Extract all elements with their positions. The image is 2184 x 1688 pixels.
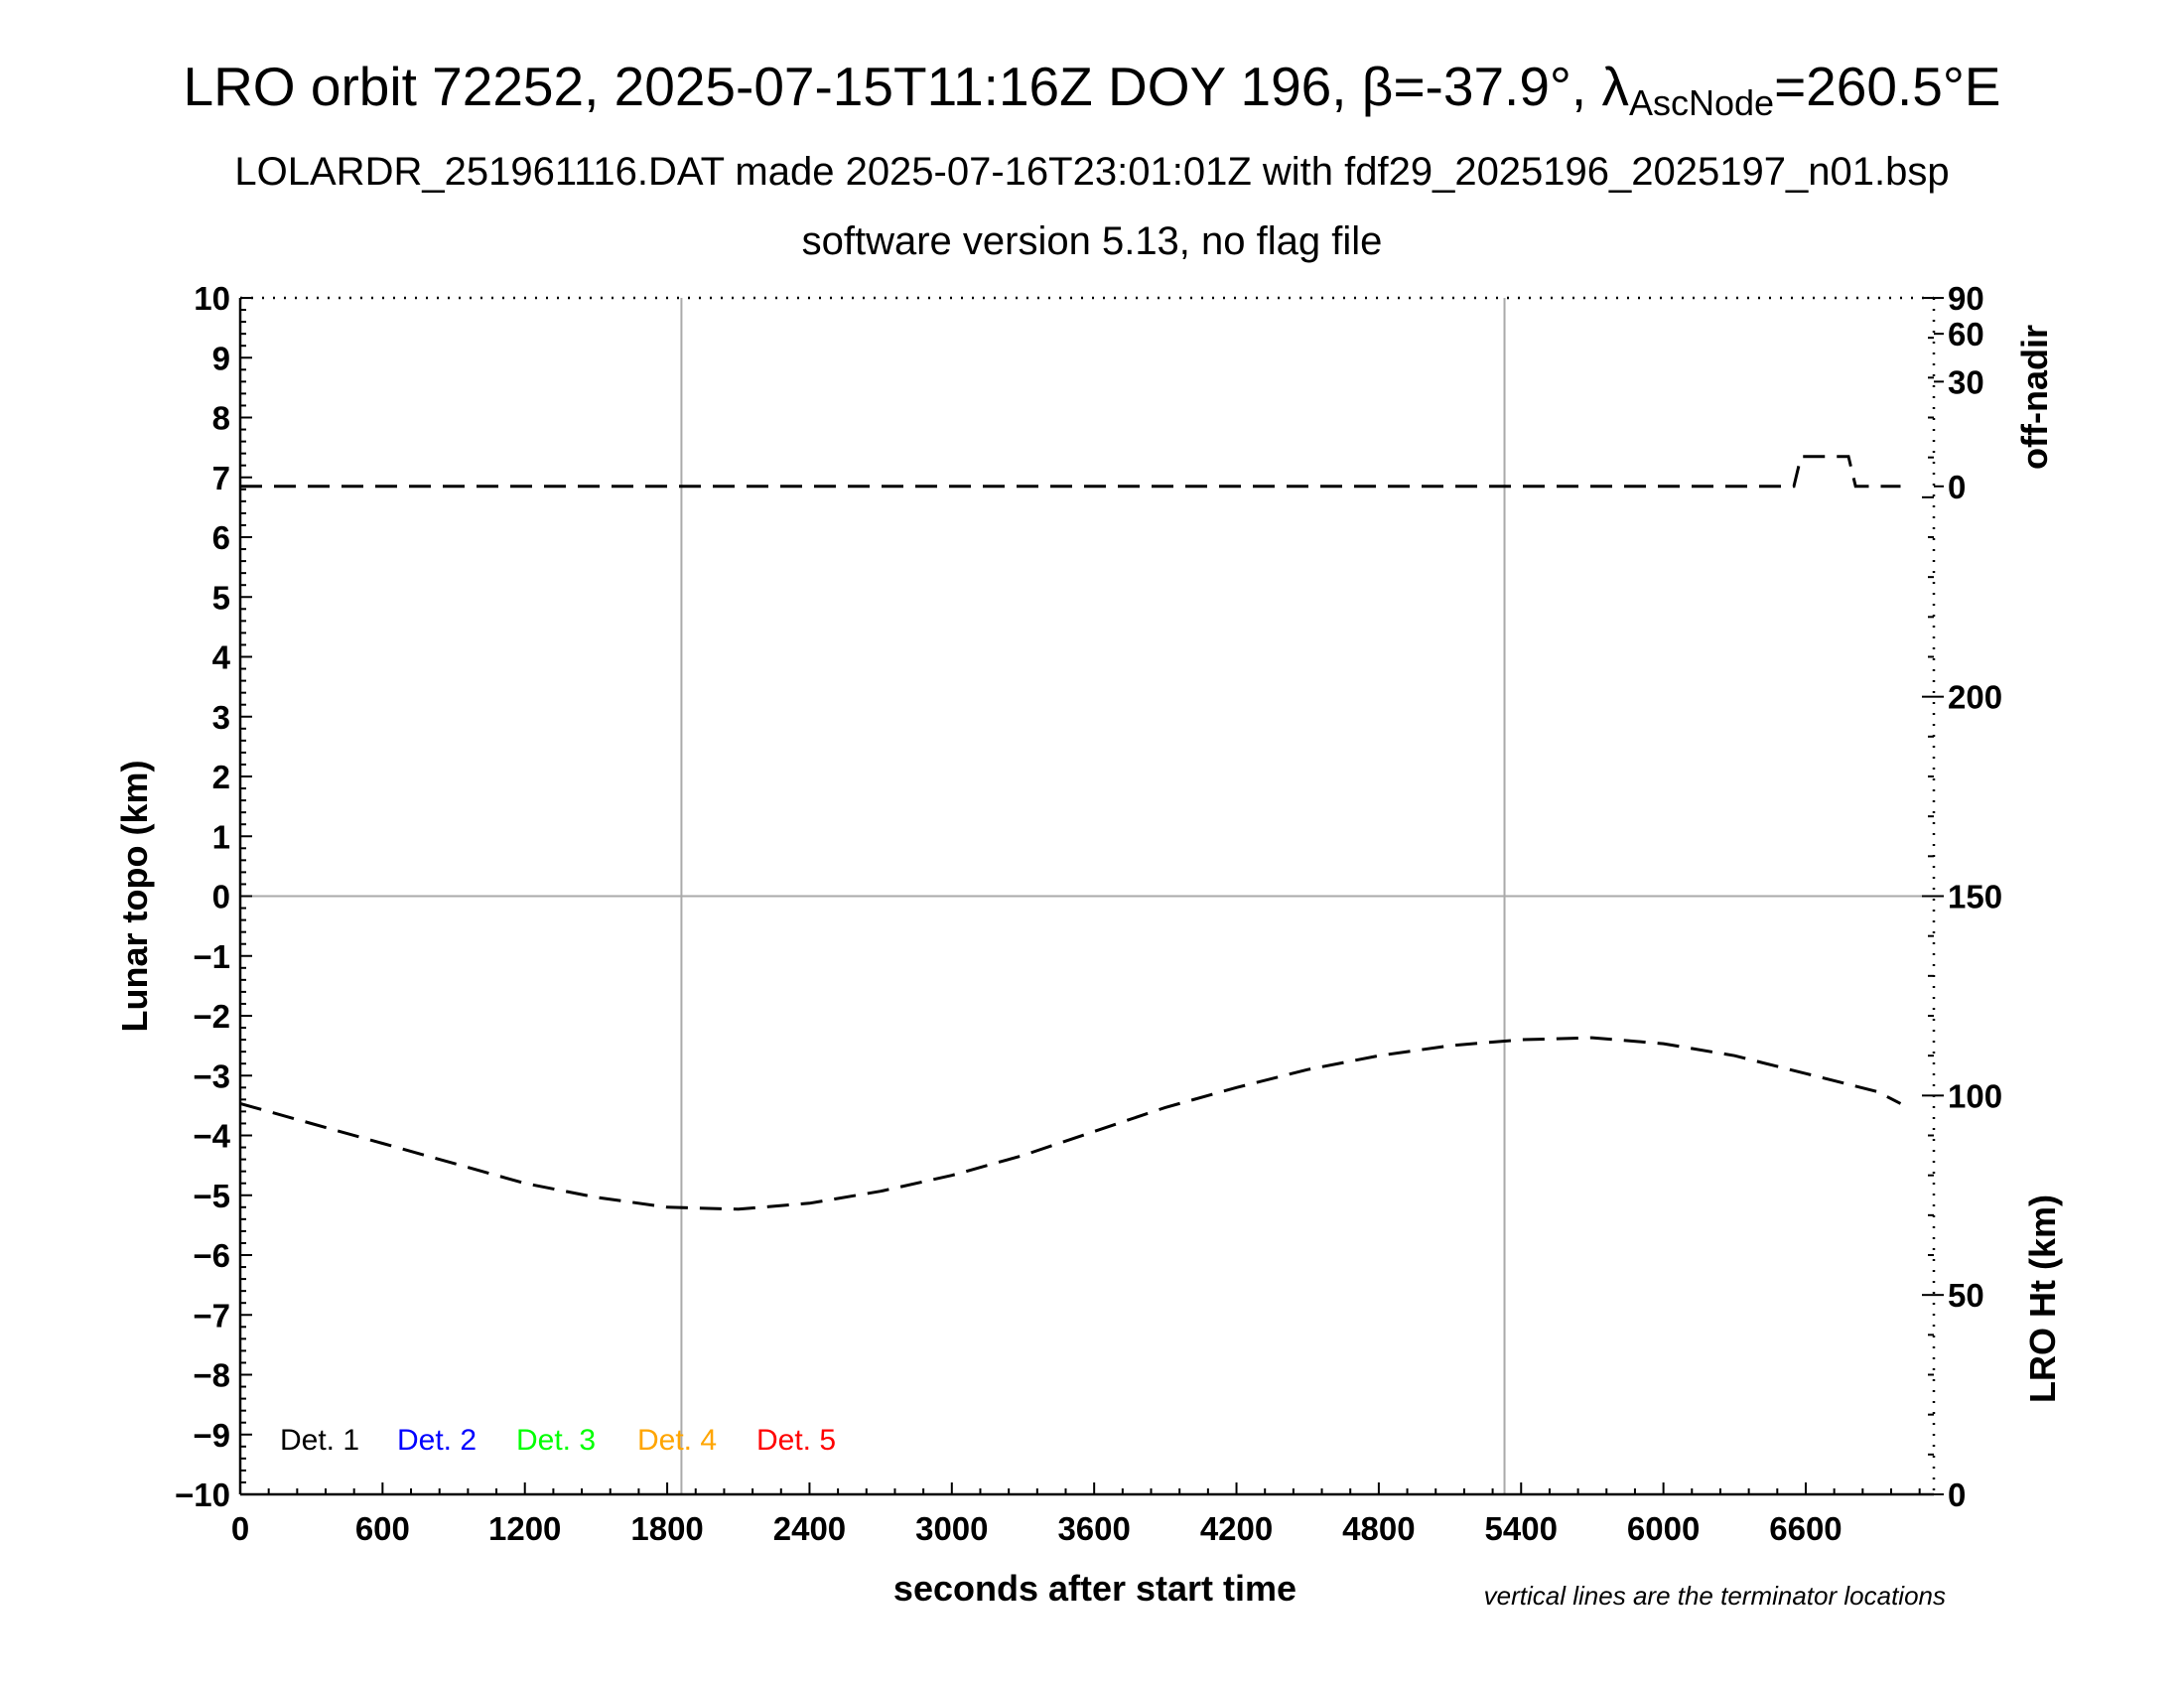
height-tick-label: 0 [1948,1477,1966,1513]
height-tick-label: 150 [1948,879,2002,915]
off-nadir-axis-label: off-nadir [2014,325,2055,470]
height-tick-label: 100 [1948,1077,2002,1114]
y-tick-label: −8 [193,1357,230,1394]
legend-item-det-3: Det. 3 [516,1424,596,1457]
chart-subtitle-file: LOLARDR_251961116.DAT made 2025-07-16T23… [234,150,1950,194]
height-tick-label: 50 [1948,1277,1984,1314]
y-tick-label: 6 [212,519,230,556]
y-tick-label: 9 [212,340,230,376]
x-axis-label: seconds after start time [893,1568,1297,1609]
legend-item-det-1: Det. 1 [280,1424,359,1457]
y-tick-label: 0 [212,879,230,915]
y-tick-label: −6 [193,1237,230,1274]
height-tick-label: 200 [1948,679,2002,716]
x-tick-label: 1200 [488,1510,561,1547]
x-tick-label: 4200 [1200,1510,1273,1547]
grid-layer [240,298,1934,1494]
x-tick-label: 3600 [1057,1510,1130,1547]
axes-frame [238,296,1944,1496]
y-tick-label: −7 [193,1297,230,1334]
off-nadir-tick-label: 60 [1948,316,1984,352]
x-tick-label: 4800 [1342,1510,1415,1547]
chart-subtitle-version: software version 5.13, no flag file [801,219,1383,263]
y-tick-label: −1 [193,938,230,975]
y-tick-label: 8 [212,400,230,437]
lro-height-series-line [239,1036,1902,1211]
y-tick-label: 4 [212,639,231,676]
x-tick-label: 1800 [630,1510,703,1547]
x-tick-label: 5400 [1485,1510,1558,1547]
chart-title: LRO orbit 72252, 2025-07-15T11:16Z DOY 1… [0,52,2184,138]
legend-item-det-5: Det. 5 [756,1424,836,1457]
y-tick-label: 10 [194,280,230,317]
legend-item-det-4: Det. 4 [637,1424,717,1457]
y-tick-label: −4 [193,1118,230,1155]
x-tick-label: 3000 [915,1510,988,1547]
title-end: =260.5°E [1774,56,2001,117]
title-main: LRO orbit 72252, 2025-07-15T11:16Z DOY 1… [183,56,1629,117]
height-axis-label: LRO Ht (km) [2022,1195,2063,1403]
data-layer [239,455,1902,1211]
x-tick-label: 600 [355,1510,410,1547]
y-tick-label: −9 [193,1417,230,1454]
x-tick-label: 0 [231,1510,249,1547]
y-tick-label: 2 [212,759,230,795]
y-tick-label: −5 [193,1178,230,1214]
title-subscript: AscNode [1628,82,1775,123]
y-tick-label: 7 [212,460,230,496]
y-tick-label: −3 [193,1057,230,1094]
y-tick-label: 1 [212,818,230,855]
off-nadir-tick-label: 30 [1948,363,1984,400]
x-tick-label: 6000 [1627,1510,1700,1547]
off-nadir-tick-label: 90 [1948,280,1984,317]
off-nadir-series-line [240,455,1901,489]
legend-item-det-2: Det. 2 [397,1424,477,1457]
y-tick-label: −2 [193,998,230,1035]
off-nadir-tick-label: 0 [1948,469,1966,505]
y-tick-label: 5 [212,579,230,616]
x-tick-label: 6600 [1769,1510,1842,1547]
y-tick-label: −10 [175,1477,230,1513]
terminator-note: vertical lines are the terminator locati… [1484,1581,1946,1611]
y-axis-label: Lunar topo (km) [114,761,155,1033]
y-tick-label: 3 [212,699,230,736]
x-tick-label: 2400 [773,1510,846,1547]
